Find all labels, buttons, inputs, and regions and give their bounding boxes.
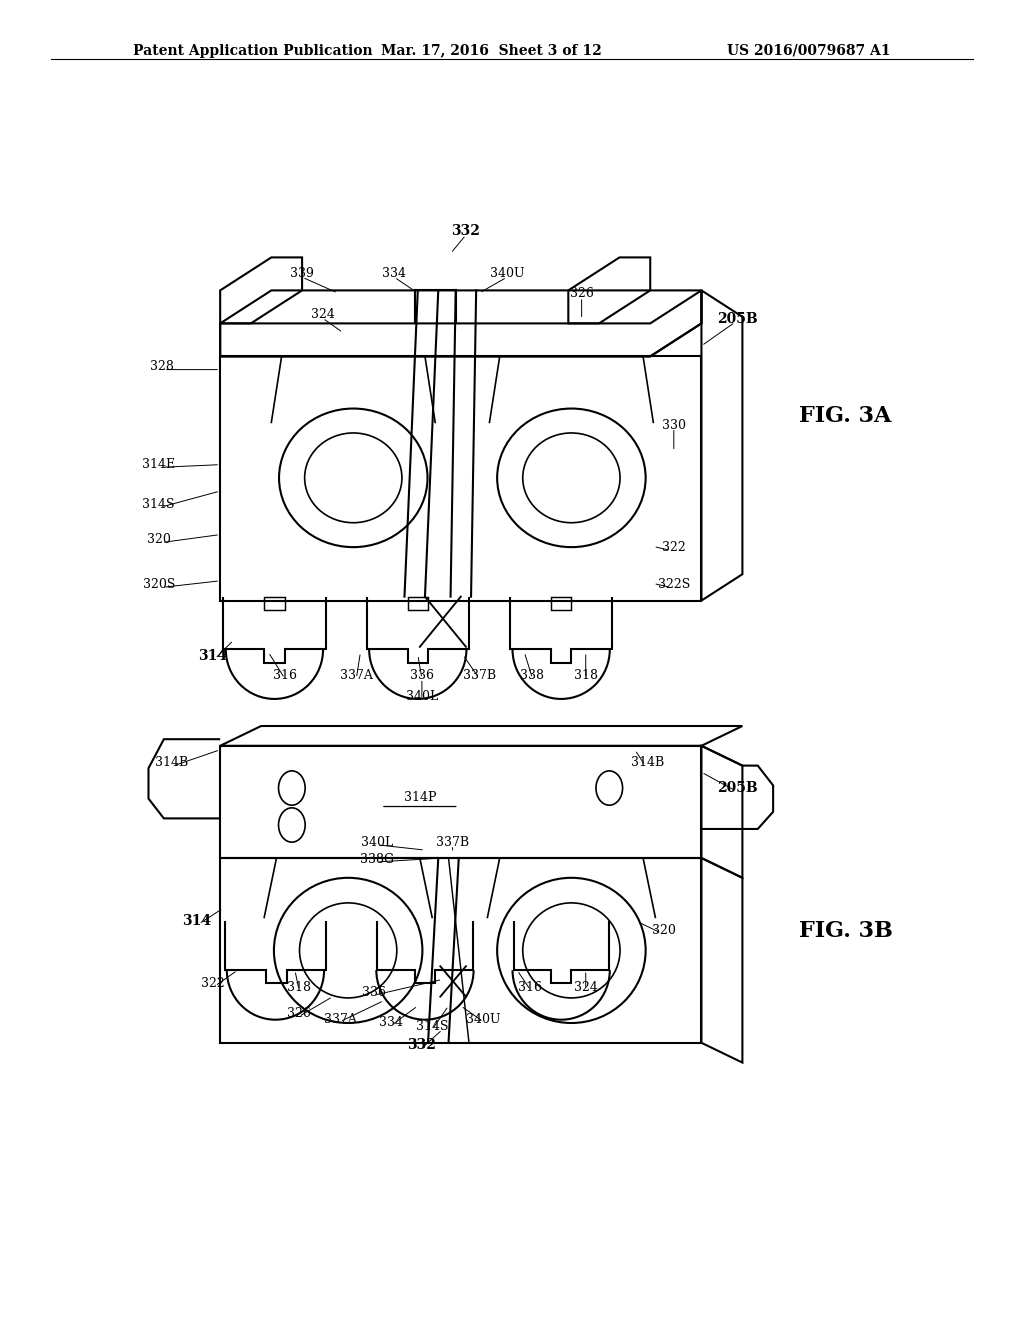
Text: 338G: 338G xyxy=(359,853,394,866)
Text: 314B: 314B xyxy=(631,756,664,770)
Text: 320S: 320S xyxy=(142,578,175,591)
Text: Mar. 17, 2016  Sheet 3 of 12: Mar. 17, 2016 Sheet 3 of 12 xyxy=(381,44,602,58)
Text: 340U: 340U xyxy=(489,267,524,280)
Text: FIG. 3A: FIG. 3A xyxy=(799,405,891,426)
Text: 340L: 340L xyxy=(360,836,393,849)
Text: 336: 336 xyxy=(361,986,386,999)
Text: 324: 324 xyxy=(310,308,335,321)
Text: 322: 322 xyxy=(662,541,686,554)
Text: 334: 334 xyxy=(382,267,407,280)
Text: 314: 314 xyxy=(182,915,211,928)
Text: US 2016/0079687 A1: US 2016/0079687 A1 xyxy=(727,44,891,58)
Text: 316: 316 xyxy=(272,669,297,682)
Text: 334: 334 xyxy=(379,1016,403,1030)
Text: 326: 326 xyxy=(569,286,594,300)
Text: 324: 324 xyxy=(573,981,598,994)
Text: 314P: 314P xyxy=(403,791,436,804)
Text: 314B: 314B xyxy=(156,756,188,770)
Text: 338: 338 xyxy=(520,669,545,682)
Text: 205B: 205B xyxy=(717,781,758,795)
Text: 318: 318 xyxy=(287,981,311,994)
Text: 337A: 337A xyxy=(340,669,373,682)
Text: 314E: 314E xyxy=(142,458,175,471)
Text: Patent Application Publication: Patent Application Publication xyxy=(133,44,373,58)
Text: 332: 332 xyxy=(452,224,480,238)
Text: 336: 336 xyxy=(410,669,434,682)
Text: 340U: 340U xyxy=(466,1012,501,1026)
Text: 314: 314 xyxy=(199,649,227,663)
Text: 330: 330 xyxy=(662,418,686,432)
Text: 337A: 337A xyxy=(324,1012,356,1026)
Text: 332: 332 xyxy=(408,1039,436,1052)
Text: 314S: 314S xyxy=(142,498,175,511)
Text: 322: 322 xyxy=(201,977,225,990)
Text: 339: 339 xyxy=(290,267,314,280)
Text: 337B: 337B xyxy=(463,669,496,682)
Text: 318: 318 xyxy=(573,669,598,682)
Text: 322S: 322S xyxy=(657,578,690,591)
Text: 337B: 337B xyxy=(436,836,469,849)
Text: FIG. 3B: FIG. 3B xyxy=(799,920,893,941)
Text: 320: 320 xyxy=(146,533,171,546)
Text: 320: 320 xyxy=(651,924,676,937)
Text: 328: 328 xyxy=(150,360,174,374)
Text: 326: 326 xyxy=(287,1007,311,1020)
Text: 314S: 314S xyxy=(416,1020,449,1034)
Text: 340L: 340L xyxy=(406,690,438,704)
Text: 316: 316 xyxy=(518,981,543,994)
Text: 205B: 205B xyxy=(717,313,758,326)
